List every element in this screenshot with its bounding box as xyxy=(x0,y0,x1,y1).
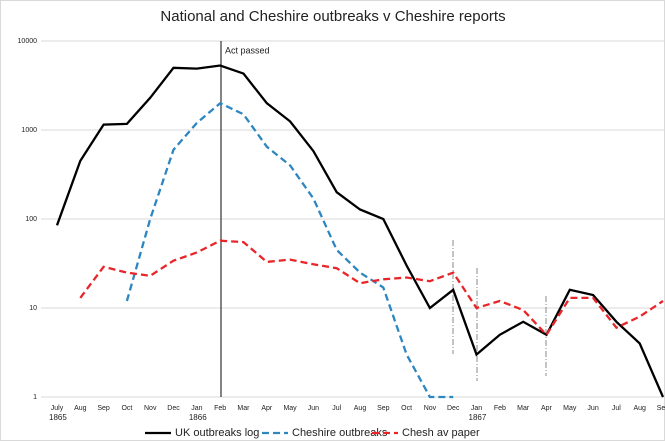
x-tick-label: Jul xyxy=(332,405,341,412)
legend: UK outbreaks log Cheshire outbreaks Chesh … xyxy=(145,427,480,439)
x-tick-label: Sep xyxy=(377,405,390,412)
x-tick-label: Dec xyxy=(447,405,460,412)
series-line xyxy=(79,239,664,337)
x-tick-label: Apr xyxy=(261,405,273,412)
x-tick-label: Aug xyxy=(633,405,646,412)
legend-label: UK outbreaks log xyxy=(175,427,259,439)
x-tick-label: Sep xyxy=(657,405,665,412)
plot xyxy=(55,64,665,399)
legend-label: Cheshire outbreaks xyxy=(292,427,388,439)
x-tick-label: May xyxy=(283,405,297,412)
y-tick-label: 1 xyxy=(33,394,37,401)
x-tick-label: Aug xyxy=(354,405,367,412)
x-tick-label: Oct xyxy=(121,405,132,412)
x-tick-label: Nov xyxy=(424,405,437,412)
series-line xyxy=(55,64,665,398)
x-tick-label: Feb xyxy=(494,405,506,412)
x-tick-label: Jul xyxy=(612,405,621,412)
y-tick-label: 10000 xyxy=(18,38,38,45)
x-tick-label: Nov xyxy=(144,405,157,412)
x-tick-label: Mar xyxy=(517,405,530,412)
x-tick-label: Feb xyxy=(214,405,226,412)
x-tick-label: Oct xyxy=(401,405,412,412)
y-tick-label: 100 xyxy=(25,216,37,223)
x-tick-label: Jan xyxy=(471,405,482,412)
y-tick-label: 1000 xyxy=(21,127,37,134)
year-label: 1867 xyxy=(469,413,487,422)
year-label: 1866 xyxy=(189,413,207,422)
y-tick-label: 10 xyxy=(29,305,37,312)
x-tick-label: Jun xyxy=(587,405,598,412)
x-tick-label: Jan xyxy=(191,405,202,412)
series-line xyxy=(125,101,454,399)
x-tick-label: May xyxy=(563,405,577,412)
x-tick-label: Mar xyxy=(237,405,250,412)
year-label: 1865 xyxy=(49,413,67,422)
legend-label: Chesh av paper xyxy=(402,427,480,439)
x-tick-label: Aug xyxy=(74,405,87,412)
chart-title: National and Cheshire outbreaks v Cheshi… xyxy=(160,8,505,25)
x-tick-label: July xyxy=(51,405,64,412)
x-tick-label: Dec xyxy=(167,405,180,412)
annotation: Act passed xyxy=(225,45,270,55)
x-tick-label: Apr xyxy=(541,405,553,412)
x-tick-label: Jun xyxy=(308,405,319,412)
x-tick-label: Sep xyxy=(97,405,110,412)
